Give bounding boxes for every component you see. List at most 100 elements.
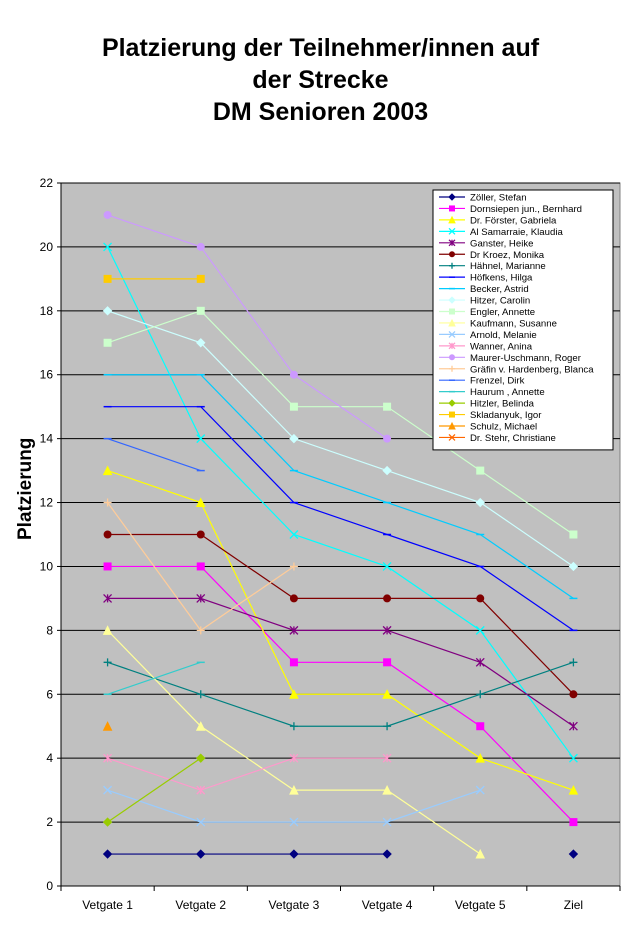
data-point xyxy=(289,594,298,603)
series-17 xyxy=(103,437,205,472)
series-line xyxy=(107,406,574,631)
legend-label: Hähnel, Marianne xyxy=(470,261,546,272)
data-point xyxy=(195,721,206,731)
data-point xyxy=(289,562,298,571)
x-tick-label: Vetgate 5 xyxy=(455,898,506,912)
series-line xyxy=(107,661,201,695)
legend-label: Dr. Stehr, Christiane xyxy=(470,433,556,444)
data-point xyxy=(569,690,578,699)
y-tick-label: 16 xyxy=(40,368,54,382)
data-point xyxy=(448,433,456,441)
data-point xyxy=(196,530,205,539)
data-point xyxy=(382,753,392,763)
legend-item: Hitzer, Carolin xyxy=(439,296,530,307)
chart-title: Platzierung der Teilnehmer/innen auf der… xyxy=(0,32,641,128)
data-point xyxy=(383,722,392,731)
legend-label: Maurer-Uschmann, Roger xyxy=(470,353,582,364)
data-point xyxy=(103,338,112,347)
legend-item: Arnold, Melanie xyxy=(439,330,537,341)
legend-label: Schulz, Michael xyxy=(470,422,537,433)
series-5 xyxy=(103,593,578,731)
legend-item: Al Samarraie, Klaudia xyxy=(439,227,563,238)
data-point xyxy=(196,626,205,635)
legend-label: Al Samarraie, Klaudia xyxy=(470,227,563,238)
series-2 xyxy=(103,562,578,827)
data-point xyxy=(289,753,299,763)
data-point xyxy=(289,785,299,795)
x-tick-label: Ziel xyxy=(564,898,583,912)
data-point xyxy=(102,849,113,859)
series-line xyxy=(107,757,202,823)
legend-item: Engler, Annette xyxy=(439,307,535,318)
legend-label: Höfkens, Hilga xyxy=(470,273,533,284)
data-point xyxy=(448,296,456,304)
data-point xyxy=(289,817,299,827)
series-3 xyxy=(102,465,579,795)
data-point xyxy=(289,689,299,699)
data-point xyxy=(476,594,485,603)
data-point xyxy=(448,193,456,201)
data-point xyxy=(289,658,298,667)
series-8 xyxy=(103,405,578,632)
data-point xyxy=(475,657,485,667)
x-tick-label: Vetgate 2 xyxy=(175,898,226,912)
legend-item: Dornsiepen jun., Bernhard xyxy=(439,204,582,215)
data-point xyxy=(568,785,579,795)
series-16 xyxy=(103,498,298,635)
data-point xyxy=(448,318,456,327)
data-point xyxy=(448,215,456,224)
data-point xyxy=(382,817,392,827)
y-tick-label: 0 xyxy=(46,879,53,893)
data-point xyxy=(196,562,205,571)
data-point xyxy=(448,421,456,430)
data-point xyxy=(196,434,206,444)
series-19 xyxy=(102,753,206,827)
legend-label: Engler, Annette xyxy=(470,307,535,318)
y-tick-label: 20 xyxy=(40,240,54,254)
legend-label: Hitzer, Carolin xyxy=(470,296,530,307)
series-13 xyxy=(103,785,485,827)
y-tick-label: 14 xyxy=(40,432,54,446)
legend-item: Kaufmann, Susanne xyxy=(439,318,557,329)
data-point xyxy=(449,205,455,212)
series-line xyxy=(107,533,574,695)
legend-label: Hitzler, Belinda xyxy=(470,399,535,410)
data-point xyxy=(103,562,112,571)
data-point xyxy=(382,561,392,571)
x-tick-label: Vetgate 4 xyxy=(362,898,413,912)
data-point xyxy=(196,338,206,348)
chart-title-line-2: der Strecke xyxy=(252,66,389,94)
legend-label: Haurum , Annette xyxy=(470,387,545,398)
data-point xyxy=(475,785,485,795)
legend-item: Hähnel, Marianne xyxy=(439,261,546,272)
legend-label: Dr. Förster, Gabriela xyxy=(470,215,557,226)
data-point xyxy=(103,210,112,219)
data-point xyxy=(448,239,456,247)
series-15 xyxy=(103,210,392,443)
legend-item: Höfkens, Hilga xyxy=(439,273,533,284)
series-21 xyxy=(102,721,113,731)
chart-title-line-3: DM Senioren 2003 xyxy=(212,98,429,126)
legend-label: Becker, Astrid xyxy=(470,284,529,295)
legend-label: Ganster, Heike xyxy=(470,238,533,249)
data-point xyxy=(448,227,456,235)
data-point xyxy=(382,849,392,859)
data-point xyxy=(382,465,392,476)
data-point xyxy=(196,753,206,763)
series-line xyxy=(107,565,574,823)
data-point xyxy=(568,849,579,859)
legend-label: Zöller, Stefan xyxy=(470,193,527,204)
data-point xyxy=(289,370,298,379)
data-point xyxy=(289,402,298,411)
y-tick-label: 10 xyxy=(40,559,54,573)
series-10 xyxy=(102,306,579,572)
data-point xyxy=(289,530,299,539)
legend-label: Gräfin v. Hardenberg, Blanca xyxy=(470,364,594,375)
y-tick-label: 18 xyxy=(40,304,54,318)
chart-title-line-1: Platzierung der Teilnehmer/innen auf xyxy=(101,34,540,62)
data-point xyxy=(102,817,113,827)
series-line xyxy=(107,438,201,472)
legend-label: Wanner, Anina xyxy=(470,341,533,352)
data-point xyxy=(383,402,392,411)
